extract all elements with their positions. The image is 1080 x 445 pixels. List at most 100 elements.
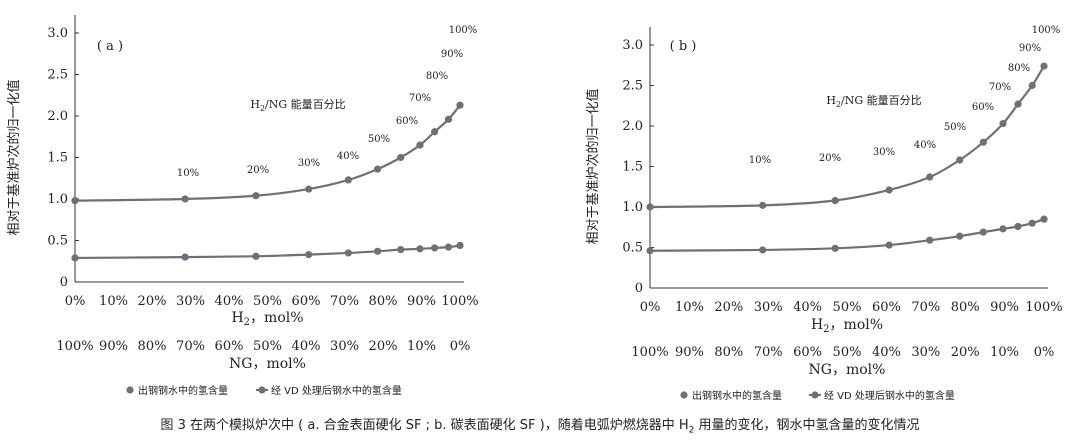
series-1-point: [956, 156, 964, 164]
energy-pct-label: 30%: [873, 147, 895, 158]
energy-pct-label: 90%: [441, 49, 463, 60]
x-tick-label-h2: 40%: [215, 294, 244, 309]
series-2-point: [999, 225, 1007, 233]
x-tick-label-ng: 90%: [675, 345, 704, 360]
energy-pct-label: 10%: [749, 155, 771, 166]
energy-label: H2/NG 能量百分比: [826, 93, 921, 109]
x-tick-label-ng: 50%: [253, 339, 282, 354]
x-tick-label-h2: 70%: [330, 294, 359, 309]
series-1-point: [397, 153, 405, 162]
series-2-point: [956, 232, 964, 240]
energy-pct-label: 80%: [426, 71, 448, 82]
energy-pct-label: 50%: [368, 134, 390, 145]
series-2-point: [252, 252, 260, 260]
series-2-point: [759, 246, 767, 254]
x-tick-label-h2: 80%: [369, 294, 398, 309]
y-tick-label: 3.0: [622, 38, 643, 53]
series-2-point: [831, 244, 839, 252]
y-tick-label: 1.5: [622, 160, 643, 175]
x-tick-label-h2: 50%: [833, 300, 862, 315]
x-tick-label-ng: 30%: [911, 345, 940, 360]
legend-label-1: 出钢钢水中的氢含量: [138, 384, 228, 397]
x-tick-label-h2: 30%: [176, 294, 205, 309]
series-2-point: [926, 236, 934, 244]
x-tick-label-h2: 100%: [1025, 300, 1062, 315]
series-1-point: [759, 201, 767, 209]
y-tick-label: 0: [60, 275, 68, 290]
energy-pct-label: 10%: [177, 168, 199, 179]
x-tick-label-ng: 70%: [754, 345, 783, 360]
series-2-point: [979, 228, 987, 236]
x-tick-label-h2: 100%: [441, 294, 478, 309]
series-2-point: [305, 251, 313, 259]
series-1-point: [416, 141, 424, 149]
energy-pct-label: 100%: [1032, 25, 1061, 36]
x-tick-label-ng: 20%: [369, 339, 398, 354]
series-1-point: [926, 173, 934, 181]
series-1-point: [344, 176, 352, 184]
caption-text: 图 3 在两个模拟炉次中 ( a. 合金表面硬化 SF ; b. 碳表面硬化 S…: [160, 418, 689, 433]
x-tick-label-h2: 0%: [640, 300, 661, 315]
y-tick-label: 2.0: [47, 109, 68, 124]
series-1-point: [181, 195, 189, 203]
y-tick-label: 0: [635, 281, 643, 296]
series-2-point: [416, 245, 424, 253]
legend-marker-1: [680, 391, 688, 399]
x-tick-label-h2: 50%: [253, 294, 282, 309]
energy-pct-label: 70%: [989, 82, 1011, 93]
energy-pct-label: 80%: [1008, 63, 1030, 74]
y-tick-label: 2.5: [622, 79, 643, 94]
x-tick-label-ng: 100%: [631, 345, 668, 360]
y-tick-label: 0.5: [47, 234, 68, 249]
series-2-point: [344, 249, 352, 257]
energy-pct-label: 60%: [972, 102, 994, 113]
x-tick-label-ng: 90%: [99, 339, 128, 354]
x-tick-label-ng: 70%: [176, 339, 205, 354]
x-tick-label-ng: 40%: [292, 339, 321, 354]
x-tick-label-h2: 80%: [951, 300, 980, 315]
x-tick-label-ng: 60%: [215, 339, 244, 354]
x-tick-label-ng: 20%: [951, 345, 980, 360]
series-1-point: [1040, 62, 1048, 70]
energy-pct-label: 20%: [247, 165, 269, 176]
x-axis-label-h2: H2，mol%: [231, 310, 303, 328]
legend-marker-2: [811, 391, 819, 399]
x-tick-label-ng: 100%: [56, 339, 93, 354]
series-1-point: [252, 192, 260, 200]
energy-label: H2/NG 能量百分比: [250, 97, 345, 113]
x-tick-label-h2: 90%: [407, 294, 436, 309]
y-tick-label: 1.5: [47, 151, 68, 166]
x-tick-label-h2: 70%: [911, 300, 940, 315]
series-1-point: [444, 115, 453, 123]
series-2-point: [444, 243, 453, 251]
energy-pct-label: 50%: [944, 122, 966, 133]
x-tick-label-ng: 50%: [833, 345, 862, 360]
series-2-point: [1014, 222, 1022, 231]
series-2-point: [1040, 215, 1048, 223]
series-1-point: [831, 196, 839, 205]
series-2-point: [181, 253, 189, 261]
series-1-point: [305, 185, 313, 193]
series-line-1: [649, 65, 1045, 209]
x-tick-label-h2: 20%: [138, 294, 167, 309]
y-axis-label: 相对于基准炉次的归一化值: [6, 79, 22, 235]
x-tick-label-h2: 0%: [65, 294, 86, 309]
caption-text-end: 用量的变化，钢水中氢含量的变化情况: [694, 418, 920, 433]
series-2-point: [885, 241, 893, 249]
panel-label: ( b ): [670, 39, 697, 54]
series-2-point: [397, 246, 405, 254]
y-tick-label: 1.0: [622, 200, 643, 215]
legend-marker-2: [258, 386, 266, 394]
series-1-point: [456, 101, 464, 109]
figure-canvas: 0 0.5 1.0 1.5 2.0 2.5 3.0 相对于基准炉次的归一化值 0% 10% 20% 3…: [6, 15, 1063, 402]
energy-pct-label: 40%: [914, 140, 936, 151]
x-axis-label-h2: H2，mol%: [811, 317, 883, 335]
energy-pct-label: 20%: [819, 153, 841, 164]
series-1-point: [71, 197, 79, 205]
legend-label-2: 经 VD 处理后钢水中的氢含量: [271, 384, 402, 397]
x-tick-label-h2: 10%: [99, 294, 128, 309]
x-tick-label-ng: 30%: [330, 339, 359, 354]
x-tick-label-ng: 60%: [793, 345, 822, 360]
y-tick-label: 3.0: [47, 26, 68, 41]
x-tick-label-h2: 60%: [292, 294, 321, 309]
